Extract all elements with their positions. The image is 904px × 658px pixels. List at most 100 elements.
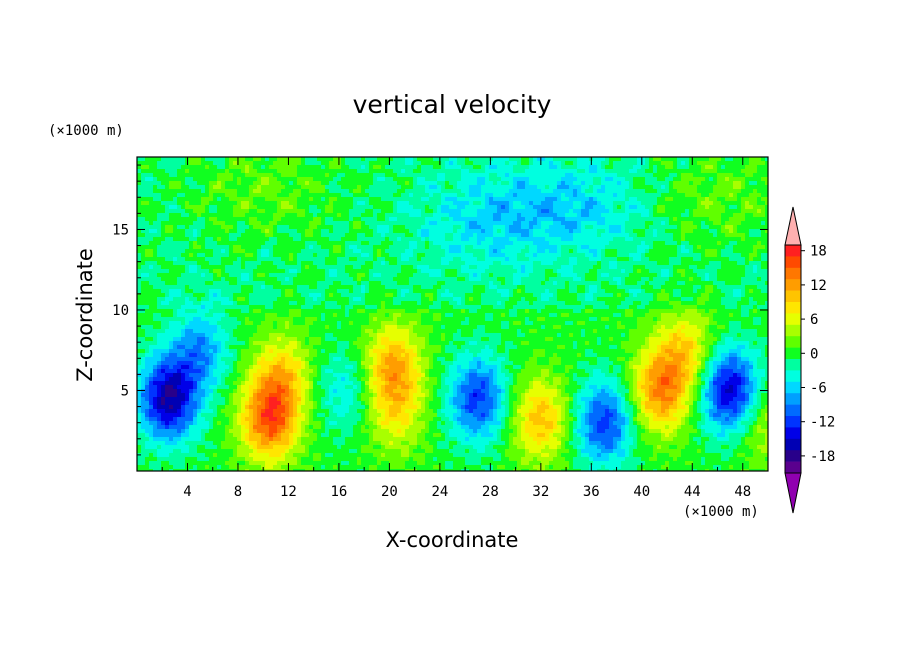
heatmap-cell (261, 165, 266, 170)
heatmap-cell (537, 261, 542, 266)
heatmap-cell (345, 257, 350, 262)
heatmap-cell (409, 169, 414, 174)
heatmap-cell (277, 245, 282, 250)
heatmap-cell (285, 205, 290, 210)
heatmap-cell (369, 273, 374, 278)
heatmap-cell (357, 237, 362, 242)
heatmap-cell (585, 261, 590, 266)
heatmap-cell (725, 169, 730, 174)
heatmap-cell (593, 249, 598, 254)
heatmap-cell (273, 257, 278, 262)
heatmap-cell (737, 269, 742, 274)
heatmap-cell (661, 181, 666, 186)
heatmap-cell (633, 277, 638, 282)
heatmap-cell (629, 209, 634, 214)
heatmap-cell (525, 269, 530, 274)
heatmap-cell (293, 261, 298, 266)
heatmap-cell (153, 185, 158, 190)
heatmap-cell (497, 209, 502, 214)
heatmap-cell (469, 277, 474, 282)
heatmap-cell (513, 225, 518, 230)
heatmap-cell (265, 161, 270, 166)
heatmap-cell (481, 265, 486, 270)
heatmap-cell (469, 213, 474, 218)
heatmap-cell (381, 209, 386, 214)
heatmap-cell (713, 225, 718, 230)
heatmap-cell (729, 181, 734, 186)
heatmap-cell (305, 161, 310, 166)
heatmap-cell (325, 265, 330, 270)
heatmap-cell (353, 237, 358, 242)
heatmap-cell (721, 213, 726, 218)
heatmap-cell (545, 253, 550, 258)
heatmap-cell (417, 185, 422, 190)
heatmap-cell (233, 265, 238, 270)
heatmap-cell (569, 225, 574, 230)
heatmap-cell (193, 157, 198, 162)
heatmap-cell (713, 233, 718, 238)
heatmap-cell (421, 173, 426, 178)
heatmap-cell (449, 249, 454, 254)
heatmap-cell (253, 185, 258, 190)
heatmap-cell (669, 221, 674, 226)
heatmap-cell (265, 229, 270, 234)
heatmap-cell (185, 185, 190, 190)
heatmap-cell (697, 165, 702, 170)
heatmap-cell (277, 241, 282, 246)
heatmap-cell (421, 193, 426, 198)
heatmap-cell (281, 169, 286, 174)
heatmap-cell (437, 233, 442, 238)
heatmap-cell (165, 273, 170, 278)
heatmap-cell (353, 193, 358, 198)
heatmap-cell (433, 269, 438, 274)
heatmap-cell (709, 197, 714, 202)
heatmap-cell (693, 277, 698, 282)
heatmap-cell (477, 253, 482, 258)
heatmap-cell (509, 205, 514, 210)
heatmap-cell (641, 173, 646, 178)
heatmap-cell (573, 265, 578, 270)
heatmap-cell (597, 265, 602, 270)
heatmap-cell (309, 257, 314, 262)
heatmap-cell (325, 273, 330, 278)
heatmap-cell (561, 177, 566, 182)
heatmap-cell (757, 161, 762, 166)
heatmap-cell (757, 185, 762, 190)
heatmap-cell (493, 209, 498, 214)
heatmap-cell (673, 177, 678, 182)
heatmap-cell (213, 201, 218, 206)
heatmap-cell (533, 201, 538, 206)
heatmap-cell (385, 177, 390, 182)
heatmap-cell (697, 269, 702, 274)
heatmap-cell (205, 229, 210, 234)
heatmap-cell (149, 245, 154, 250)
heatmap-cell (589, 213, 594, 218)
heatmap-cell (517, 237, 522, 242)
heatmap-cell (441, 181, 446, 186)
heatmap-cell (301, 165, 306, 170)
heatmap-cell (701, 261, 706, 266)
heatmap-cell (673, 205, 678, 210)
heatmap-cell (417, 281, 422, 286)
heatmap-cell (289, 161, 294, 166)
heatmap-cell (161, 253, 166, 258)
heatmap-cell (153, 273, 158, 278)
heatmap-cell (341, 169, 346, 174)
heatmap-cell (761, 277, 766, 282)
heatmap-cell (145, 165, 150, 170)
heatmap-cell (281, 257, 286, 262)
heatmap-cell (357, 257, 362, 262)
heatmap-cell (457, 217, 462, 222)
heatmap-cell (145, 237, 150, 242)
heatmap-cell (469, 165, 474, 170)
heatmap-cell (221, 209, 226, 214)
heatmap-cell (421, 277, 426, 282)
heatmap-cell (281, 233, 286, 238)
heatmap-cell (277, 185, 282, 190)
heatmap-cell (677, 201, 682, 206)
heatmap-cell (737, 225, 742, 230)
heatmap-cell (301, 209, 306, 214)
heatmap-cell (281, 241, 286, 246)
heatmap-cell (513, 273, 518, 278)
heatmap-cell (557, 273, 562, 278)
